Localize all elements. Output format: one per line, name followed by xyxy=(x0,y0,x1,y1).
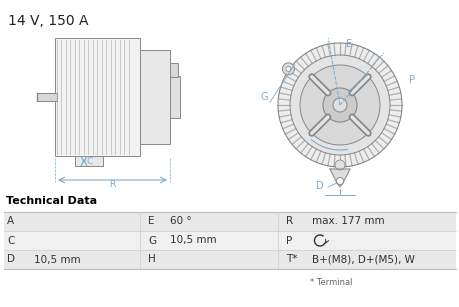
Bar xyxy=(4,212,455,231)
Text: * Terminal: * Terminal xyxy=(309,278,352,287)
Bar xyxy=(140,50,170,144)
Circle shape xyxy=(285,66,290,71)
Text: H: H xyxy=(148,255,156,265)
Text: Technical Data: Technical Data xyxy=(6,196,97,206)
Text: A: A xyxy=(7,216,14,227)
Text: P: P xyxy=(408,75,414,85)
Text: G: G xyxy=(148,235,156,246)
Text: R: R xyxy=(285,216,292,227)
Text: D: D xyxy=(7,255,15,265)
Bar xyxy=(170,76,179,118)
Text: max. 177 mm: max. 177 mm xyxy=(311,216,384,227)
Text: B+(M8), D+(M5), W: B+(M8), D+(M5), W xyxy=(311,255,414,265)
Bar xyxy=(170,63,178,77)
Text: E: E xyxy=(148,216,154,227)
Text: 14 V, 150 A: 14 V, 150 A xyxy=(8,14,88,28)
Text: G: G xyxy=(260,92,267,102)
Circle shape xyxy=(277,43,401,167)
Polygon shape xyxy=(329,169,349,187)
Text: R: R xyxy=(109,180,115,189)
Circle shape xyxy=(332,98,346,112)
Circle shape xyxy=(334,160,344,170)
Text: T*: T* xyxy=(285,255,297,265)
Bar xyxy=(75,156,103,166)
Circle shape xyxy=(282,63,294,75)
Circle shape xyxy=(322,88,356,122)
Text: D: D xyxy=(315,181,323,191)
Bar xyxy=(55,38,140,156)
Text: C: C xyxy=(87,157,93,165)
Circle shape xyxy=(289,55,389,155)
Circle shape xyxy=(299,65,379,145)
Text: C: C xyxy=(7,235,14,246)
Bar xyxy=(4,231,455,250)
Text: 60 °: 60 ° xyxy=(170,216,191,227)
Circle shape xyxy=(336,177,343,185)
Text: E: E xyxy=(346,39,352,49)
Text: 10,5 mm: 10,5 mm xyxy=(34,255,80,265)
Text: 10,5 mm: 10,5 mm xyxy=(170,235,216,246)
Bar xyxy=(4,250,455,269)
Bar xyxy=(37,93,57,101)
Text: P: P xyxy=(285,235,291,246)
